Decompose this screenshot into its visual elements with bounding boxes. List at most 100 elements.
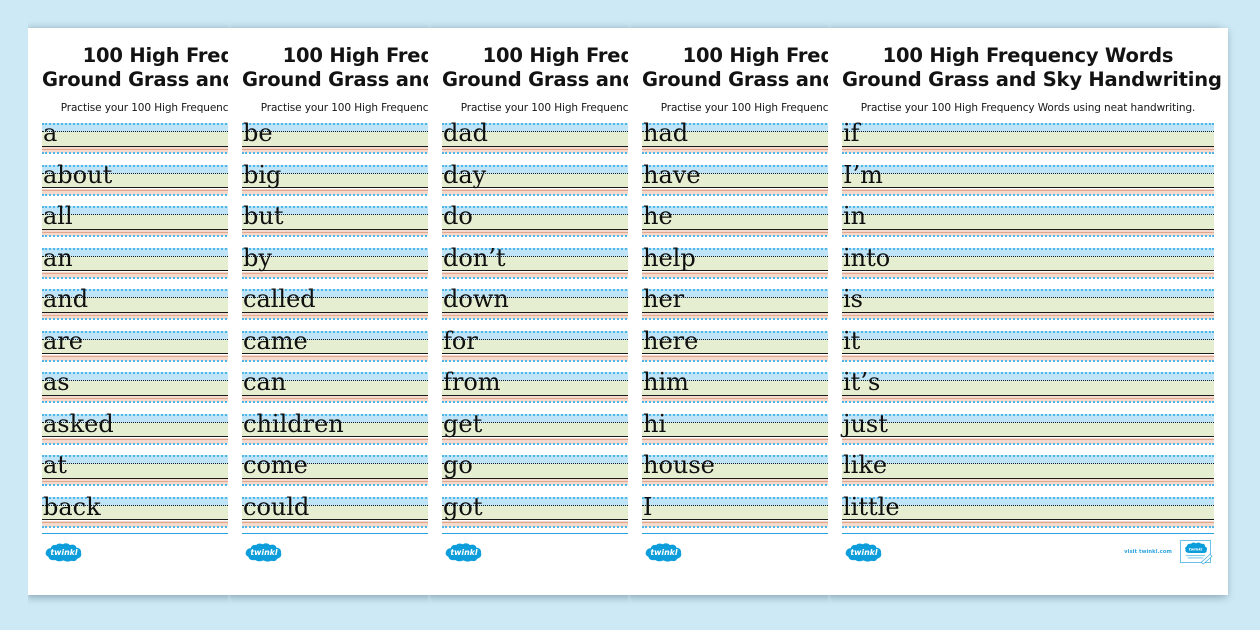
handwriting-line[interactable]: her [642, 285, 828, 320]
x-height-dotted-line [242, 172, 428, 174]
handwriting-line[interactable]: came [242, 327, 428, 362]
descender-dotted-line [442, 193, 628, 196]
x-height-dotted-line [442, 255, 628, 257]
handwriting-line[interactable]: had [642, 119, 828, 154]
descender-dotted-line [42, 442, 228, 445]
baseline [242, 228, 428, 230]
handwriting-line[interactable]: don’t [442, 244, 628, 279]
twinkl-logo[interactable]: twinkl [644, 543, 684, 562]
handwriting-line[interactable]: back [42, 493, 228, 528]
handwriting-line[interactable]: do [442, 202, 628, 237]
grass-band [642, 381, 828, 395]
handwriting-line[interactable]: all [42, 202, 228, 237]
sky-band [842, 455, 1214, 464]
sky-band [642, 413, 828, 423]
handwriting-line[interactable]: can [242, 368, 428, 403]
twinkl-logo[interactable]: twinkl [844, 543, 884, 562]
descender-dotted-line [642, 276, 828, 279]
sky-dotted-line [242, 413, 428, 416]
ground-rule [242, 314, 428, 316]
grass-band [242, 256, 428, 271]
handwriting-line[interactable]: in [842, 202, 1214, 237]
handwriting-line[interactable]: big [242, 161, 428, 196]
twinkl-logo[interactable]: twinkl [444, 543, 484, 562]
handwriting-line[interactable]: are [42, 327, 228, 362]
handwriting-line[interactable]: as [42, 368, 228, 403]
handwriting-line[interactable]: I’m [842, 161, 1214, 196]
descender-dotted-line [242, 359, 428, 362]
visit-link[interactable]: visit twinkl.com [1124, 549, 1172, 555]
twinkl-cloud-logo[interactable]: twinkl [44, 543, 84, 562]
twinkl-cloud-logo[interactable]: twinkl [244, 543, 284, 562]
handwriting-line[interactable]: house [642, 451, 828, 486]
sky-band [242, 413, 428, 423]
ground-rule [842, 231, 1214, 233]
handwriting-line[interactable]: come [242, 451, 428, 486]
word-label: I [643, 492, 653, 521]
grass-band [442, 505, 628, 520]
handwriting-line[interactable]: could [242, 493, 428, 528]
handwriting-line[interactable]: be [242, 119, 428, 154]
sky-dotted-line [442, 330, 628, 333]
twinkl-logo[interactable]: twinkl [244, 543, 284, 562]
handwriting-line[interactable]: get [442, 410, 628, 445]
descender-dotted-line [242, 152, 428, 154]
sky-dotted-line [242, 164, 428, 167]
twinkl-cloud-logo[interactable]: twinkl [444, 543, 484, 562]
handwriting-line[interactable]: from [442, 368, 628, 403]
worksheet-page-5[interactable]: 100 High Frequency Words Ground Grass and… [828, 28, 1228, 595]
handwriting-line[interactable]: he [642, 202, 828, 237]
sky-band [842, 372, 1214, 381]
handwriting-line[interactable]: just [842, 410, 1214, 445]
handwriting-line[interactable]: it [842, 327, 1214, 362]
handwriting-line[interactable]: have [642, 161, 828, 196]
twinkl-logo[interactable]: twinkl [44, 543, 84, 562]
handwriting-line[interactable]: help [642, 244, 828, 279]
handwriting-line[interactable]: at [42, 451, 228, 486]
descender-dotted-line [442, 276, 628, 279]
handwriting-line[interactable]: like [842, 451, 1214, 486]
handwriting-line[interactable]: into [842, 244, 1214, 279]
x-height-dotted-line [842, 463, 1214, 464]
handwriting-line[interactable]: children [242, 410, 428, 445]
word-label: in [843, 202, 867, 230]
sky-dotted-line [42, 372, 228, 374]
handwriting-line[interactable]: by [242, 244, 428, 279]
handwriting-line[interactable]: got [442, 493, 628, 528]
page-subtitle: Practise your 100 High Frequency Words u… [660, 102, 828, 114]
handwriting-line[interactable]: down [442, 285, 628, 320]
grass-band [842, 298, 1214, 312]
handwriting-line[interactable]: asked [42, 410, 228, 445]
descender-dotted-line [842, 359, 1214, 362]
handwriting-line[interactable]: him [642, 368, 828, 403]
handwriting-line[interactable]: little [842, 493, 1214, 528]
handwriting-line[interactable]: go [442, 451, 628, 486]
handwriting-line[interactable]: here [642, 327, 828, 362]
x-height-dotted-line [842, 380, 1214, 381]
handwriting-line[interactable]: a [42, 119, 228, 154]
descender-dotted-line [42, 484, 228, 486]
handwriting-line[interactable]: it’s [842, 368, 1214, 403]
handwriting-line[interactable]: for [442, 327, 628, 362]
baseline [842, 228, 1214, 230]
baseline [442, 311, 628, 313]
handwriting-line[interactable]: is [842, 285, 1214, 320]
handwriting-line[interactable]: I [642, 493, 828, 528]
word-label: a [43, 119, 58, 147]
handwriting-line[interactable]: and [42, 285, 228, 320]
handwriting-line[interactable]: dad [442, 119, 628, 154]
twinkl-cloud-logo[interactable]: twinkl [644, 543, 684, 562]
grass-band [42, 298, 228, 312]
handwriting-line[interactable]: called [242, 285, 428, 320]
handwriting-line[interactable]: an [42, 244, 228, 279]
handwriting-line[interactable]: day [442, 161, 628, 196]
twinkl-cloud-logo[interactable]: twinkl [844, 543, 884, 562]
handwriting-line[interactable]: hi [642, 410, 828, 445]
handwriting-line[interactable]: about [42, 161, 228, 196]
handwriting-line[interactable]: but [242, 202, 428, 237]
handwriting-line[interactable]: if [842, 119, 1214, 154]
